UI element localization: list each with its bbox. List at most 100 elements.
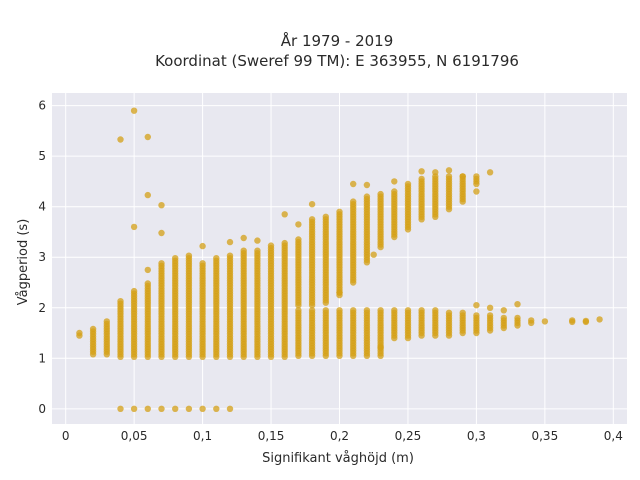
data-point [336,307,343,314]
data-point [158,260,165,267]
data-point [240,234,247,242]
data-point [226,238,234,246]
data-point [350,307,357,314]
x-tick-label: 0,2 [330,429,349,443]
data-point [226,252,234,259]
data-point [418,175,425,183]
data-point [295,221,302,228]
y-tick-label: 3 [38,250,46,264]
data-point [404,307,412,314]
data-point [473,173,480,180]
y-axis-label: Vågperiod (s) [16,219,31,306]
data-point [486,304,494,311]
data-point [473,302,480,309]
data-point [445,309,453,316]
data-point [199,242,206,250]
data-point [213,255,220,262]
data-point [117,298,124,305]
data-point [226,405,234,412]
data-point [350,198,357,205]
data-point [377,307,384,314]
data-point [569,318,576,326]
y-tick-label: 0 [38,402,46,416]
data-points [76,107,603,412]
chart-title-line1: År 1979 - 2019 [281,31,394,50]
data-point [158,405,165,412]
data-point [459,173,466,180]
data-point [281,211,288,218]
data-point [514,314,521,322]
data-point [172,255,179,262]
data-point [514,301,521,308]
data-point [199,405,206,412]
x-tick-label: 0 [62,429,70,443]
data-point [473,312,480,319]
data-point [541,318,549,325]
data-point [404,180,412,188]
data-point [144,191,151,199]
data-point [308,216,316,223]
data-point [322,307,329,314]
data-point [432,307,439,314]
data-point [295,307,302,314]
data-point [432,169,439,176]
y-axis-ticks: 0 1 2 3 4 5 6 [38,99,46,416]
data-point [500,307,507,314]
data-point [350,180,357,188]
data-point [254,247,261,254]
data-point [308,201,316,208]
data-point [582,318,590,326]
data-point [377,344,384,351]
data-point [117,405,124,412]
data-point [295,236,302,243]
data-point [363,181,371,189]
data-point [103,318,111,325]
data-point [185,405,193,412]
data-point [144,405,151,412]
data-point [528,317,535,324]
data-point [89,325,97,333]
x-axis-label: Signifikant våghöjd (m) [262,451,414,466]
data-point [322,213,329,220]
data-point [199,260,206,267]
data-point [240,247,247,254]
y-tick-label: 2 [38,301,46,315]
y-tick-label: 6 [38,99,46,113]
x-tick-label: 0,1 [193,429,212,443]
data-point [418,168,425,175]
y-tick-label: 5 [38,149,46,163]
data-point [172,405,179,412]
data-point [370,251,377,258]
x-tick-label: 0,25 [395,429,422,443]
data-point [445,167,453,174]
data-point [391,178,398,185]
data-point [459,309,466,316]
data-point [158,229,165,237]
x-tick-label: 0,35 [531,429,558,443]
data-point [130,107,138,114]
chart-title-line2: Koordinat (Sweref 99 TM): E 363955, N 61… [155,52,519,70]
data-point [76,329,83,337]
data-point [363,307,371,314]
data-point [267,242,275,249]
data-point [117,136,124,143]
x-tick-label: 0,15 [258,429,285,443]
data-point [363,259,371,266]
data-point [391,188,398,195]
data-point [418,307,425,314]
data-point [213,405,220,412]
data-point [144,280,151,287]
data-point [130,223,138,231]
data-point [445,173,453,180]
data-point [130,287,138,295]
data-point [144,133,151,141]
x-tick-label: 0,05 [121,429,148,443]
data-point [185,252,193,259]
data-point [254,237,261,244]
data-point [144,266,151,274]
data-point [377,190,384,198]
data-point [308,307,316,314]
data-point [158,202,165,209]
data-point [486,169,494,176]
